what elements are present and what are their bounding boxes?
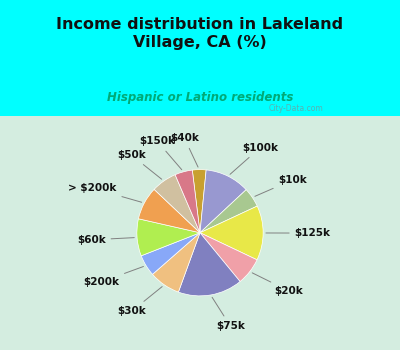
Wedge shape <box>192 170 206 233</box>
Text: $20k: $20k <box>252 273 303 296</box>
Wedge shape <box>154 175 200 233</box>
Wedge shape <box>138 189 200 233</box>
Wedge shape <box>200 170 246 233</box>
Text: $40k: $40k <box>170 133 199 167</box>
Text: Hispanic or Latino residents: Hispanic or Latino residents <box>107 91 293 104</box>
Wedge shape <box>141 233 200 274</box>
Text: $10k: $10k <box>255 175 307 196</box>
Wedge shape <box>200 233 257 281</box>
Text: City-Data.com: City-Data.com <box>268 104 323 113</box>
Text: $150k: $150k <box>139 136 182 170</box>
Text: $100k: $100k <box>230 143 278 174</box>
Wedge shape <box>175 170 200 233</box>
Text: Income distribution in Lakeland
Village, CA (%): Income distribution in Lakeland Village,… <box>56 17 344 50</box>
Text: > $200k: > $200k <box>68 183 142 202</box>
Text: $125k: $125k <box>266 228 331 238</box>
Wedge shape <box>152 233 200 292</box>
Wedge shape <box>200 206 263 260</box>
Wedge shape <box>137 219 200 256</box>
Text: $30k: $30k <box>118 287 162 316</box>
Wedge shape <box>178 233 240 296</box>
Wedge shape <box>200 190 257 233</box>
Text: $50k: $50k <box>117 150 162 179</box>
Text: $200k: $200k <box>83 266 144 287</box>
Text: $75k: $75k <box>212 298 245 331</box>
Text: $60k: $60k <box>77 235 134 245</box>
